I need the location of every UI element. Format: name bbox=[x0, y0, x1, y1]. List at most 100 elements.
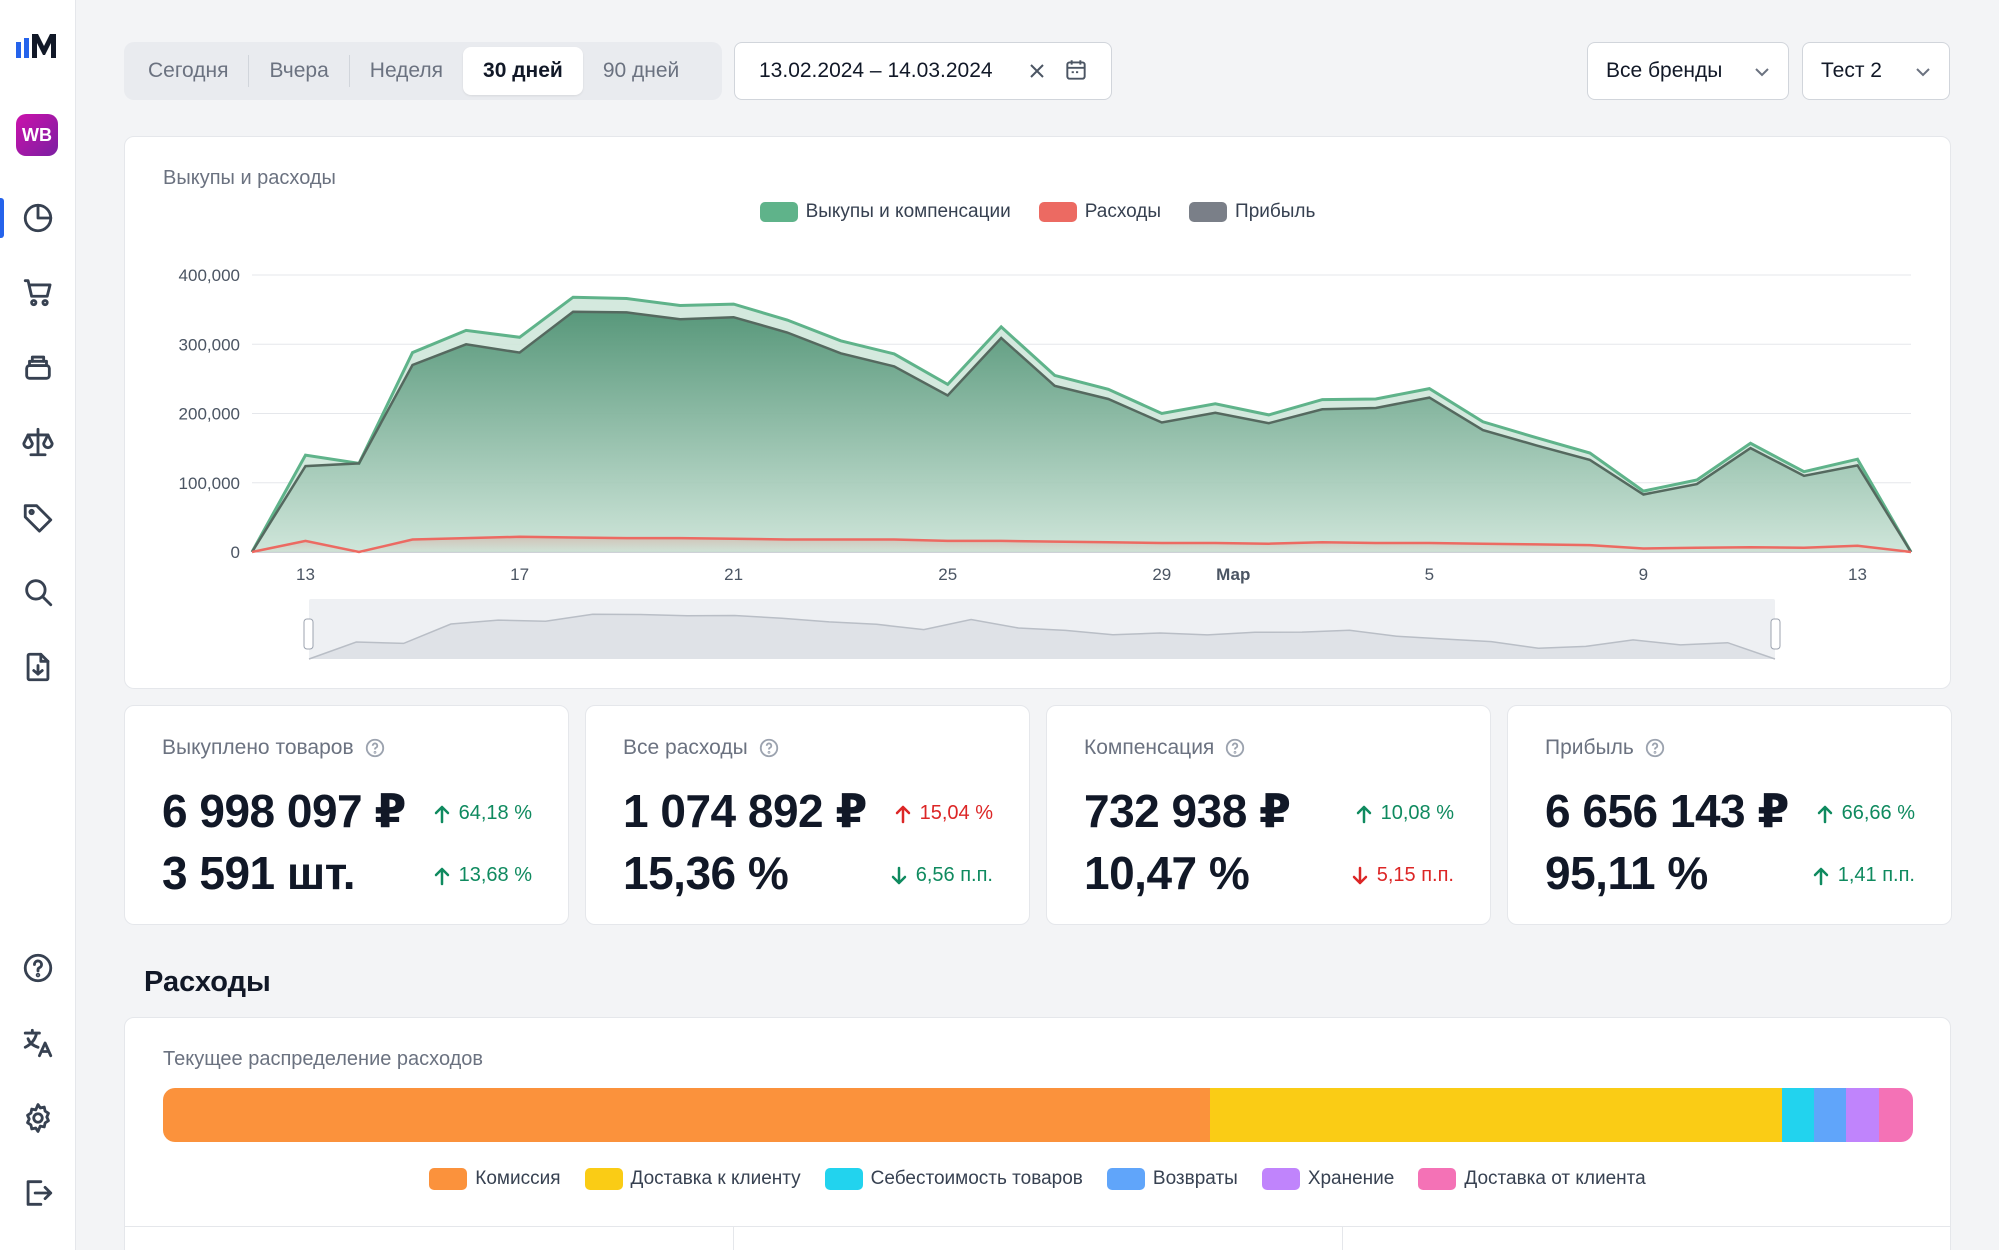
sidebar-item-settings[interactable] bbox=[14, 1094, 62, 1142]
kpi-label-text: Выкуплено товаров bbox=[162, 736, 354, 759]
legend-swatch bbox=[1418, 1168, 1457, 1190]
pie-chart-icon bbox=[23, 203, 53, 233]
clear-icon[interactable] bbox=[1025, 59, 1049, 83]
distribution-legend-item[interactable]: Доставка от клиента bbox=[1418, 1168, 1646, 1190]
navigator-area bbox=[309, 614, 1775, 659]
kpi-value-secondary: 10,47 % bbox=[1084, 847, 1250, 899]
x-tick-label: 25 bbox=[938, 565, 957, 584]
period-90-days-button[interactable]: 90 дней bbox=[602, 59, 680, 82]
chevron-down-icon bbox=[1916, 68, 1930, 77]
sidebar-item-logout[interactable] bbox=[14, 1169, 62, 1217]
active-indicator bbox=[0, 198, 4, 238]
legend-label: Прибыль bbox=[1235, 201, 1316, 222]
y-tick-label: 100,000 bbox=[179, 474, 240, 493]
x-tick-label: 21 bbox=[724, 565, 743, 584]
distribution-segment[interactable] bbox=[1878, 1088, 1913, 1142]
help-icon bbox=[23, 953, 53, 983]
y-tick-label: 0 bbox=[231, 543, 240, 562]
sidebar: WB bbox=[0, 0, 76, 1250]
distribution-segment[interactable] bbox=[1813, 1088, 1847, 1142]
legend-label: Комиссия bbox=[475, 1168, 561, 1189]
arrow-up-icon bbox=[1813, 867, 1828, 885]
date-range-picker[interactable]: 13.02.2024 – 14.03.2024 bbox=[734, 42, 1112, 100]
x-tick-label: 13 bbox=[296, 565, 315, 584]
sidebar-item-stock[interactable] bbox=[14, 343, 62, 391]
sidebar-item-search[interactable] bbox=[14, 568, 62, 616]
legend-label: Выкупы и компенсации bbox=[805, 201, 1011, 222]
buyouts-expenses-chart: 400,000 300,000 200,000 100,000 0 13 17 21 25 29 М… bbox=[179, 266, 1913, 660]
sidebar-item-prices[interactable] bbox=[14, 493, 62, 541]
divider bbox=[1342, 1226, 1343, 1250]
sidebar-item-language[interactable] bbox=[14, 1019, 62, 1067]
distribution-segment[interactable] bbox=[1210, 1088, 1782, 1142]
account-select[interactable]: Тест 2 bbox=[1802, 42, 1950, 100]
period-today-button[interactable]: Сегодня bbox=[148, 59, 229, 82]
file-download-icon bbox=[26, 652, 50, 682]
expenses-line bbox=[251, 535, 1912, 554]
legend-swatch bbox=[1261, 1168, 1300, 1190]
sidebar-item-orders[interactable] bbox=[14, 268, 62, 316]
distribution-segment[interactable] bbox=[1846, 1088, 1879, 1142]
kpi-label-text: Все расходы bbox=[623, 736, 748, 759]
distribution-bar bbox=[163, 1088, 1913, 1142]
arrow-up-icon bbox=[1817, 805, 1832, 823]
distribution-legend-item[interactable]: Хранение bbox=[1261, 1168, 1394, 1190]
kpi-label: Выкуплено товаров bbox=[162, 736, 386, 760]
help-icon[interactable] bbox=[1644, 737, 1666, 759]
legend-swatch bbox=[1038, 202, 1077, 222]
account-select-value: Тест 2 bbox=[1821, 59, 1882, 82]
kpi-card-profit: Прибыль 6 656 143 ₽ 66,66 % 95,11 % 1,41… bbox=[1507, 705, 1952, 925]
kpi-value-primary: 732 938 ₽ bbox=[1084, 785, 1291, 837]
distribution-legend-item[interactable]: Доставка к клиенту bbox=[584, 1168, 801, 1190]
legend-swatch bbox=[1106, 1168, 1145, 1190]
legend-swatch bbox=[429, 1168, 468, 1190]
legend-swatch bbox=[584, 1168, 623, 1190]
distribution-legend-item[interactable]: Комиссия bbox=[429, 1168, 561, 1190]
brand-select[interactable]: Все бренды bbox=[1587, 42, 1789, 100]
help-icon[interactable] bbox=[758, 737, 780, 759]
x-tick-label: 5 bbox=[1425, 565, 1434, 584]
calendar-icon[interactable] bbox=[1063, 57, 1089, 83]
period-week-button[interactable]: Неделя bbox=[369, 59, 444, 82]
chart-title: Выкупы и расходы bbox=[163, 167, 336, 189]
y-tick-label: 200,000 bbox=[179, 405, 240, 424]
sidebar-item-reports[interactable] bbox=[14, 643, 62, 691]
legend-swatch bbox=[1189, 202, 1228, 222]
y-tick-label: 400,000 bbox=[179, 266, 240, 285]
legend-label: Расходы bbox=[1084, 201, 1162, 222]
scales-icon bbox=[22, 427, 54, 457]
chevron-down-icon bbox=[1755, 68, 1769, 77]
profit-line bbox=[250, 310, 1913, 553]
expenses-distribution-card: Текущее распределение расходов Комиссия Д… bbox=[124, 1017, 1951, 1250]
marketplace-badge[interactable]: WB bbox=[16, 114, 58, 156]
distribution-legend-item[interactable]: Себестоимость товаров bbox=[824, 1168, 1083, 1190]
distribution-segment[interactable] bbox=[1781, 1088, 1814, 1142]
legend-item-profit[interactable]: Прибыль bbox=[1189, 201, 1315, 223]
navigator-handle-right[interactable] bbox=[1770, 618, 1781, 650]
distribution-segment[interactable] bbox=[163, 1088, 1211, 1142]
kpi-delta-text: 15,04 % bbox=[919, 802, 993, 824]
legend-item-buyouts[interactable]: Выкупы и компенсации bbox=[759, 201, 1011, 223]
divider bbox=[733, 1226, 734, 1250]
legend-swatch bbox=[759, 202, 798, 222]
kpi-label: Прибыль bbox=[1545, 736, 1666, 760]
sidebar-item-dashboard[interactable] bbox=[14, 194, 62, 242]
arrow-down-icon bbox=[891, 866, 906, 884]
period-30-days-button[interactable]: 30 дней bbox=[463, 47, 583, 95]
kpi-value-secondary: 95,11 % bbox=[1545, 847, 1708, 899]
kpi-card-buyouts: Выкуплено товаров 6 998 097 ₽ 64,18 % 3 … bbox=[124, 705, 569, 925]
profit-area bbox=[252, 311, 1911, 552]
legend-item-expenses[interactable]: Расходы bbox=[1038, 201, 1162, 223]
help-icon[interactable] bbox=[1224, 737, 1246, 759]
help-icon[interactable] bbox=[364, 737, 386, 759]
app-logo[interactable] bbox=[14, 28, 62, 64]
navigator-handle-left[interactable] bbox=[303, 618, 314, 650]
sidebar-item-balance[interactable] bbox=[14, 418, 62, 466]
brand-select-value: Все бренды bbox=[1606, 59, 1723, 82]
kpi-delta-primary: 15,04 % bbox=[894, 802, 993, 825]
sidebar-item-help[interactable] bbox=[14, 944, 62, 992]
tag-icon bbox=[23, 504, 53, 533]
period-yesterday-button[interactable]: Вчера bbox=[269, 59, 329, 82]
translate-icon bbox=[23, 1028, 53, 1058]
distribution-legend-item[interactable]: Возвраты bbox=[1106, 1168, 1238, 1190]
